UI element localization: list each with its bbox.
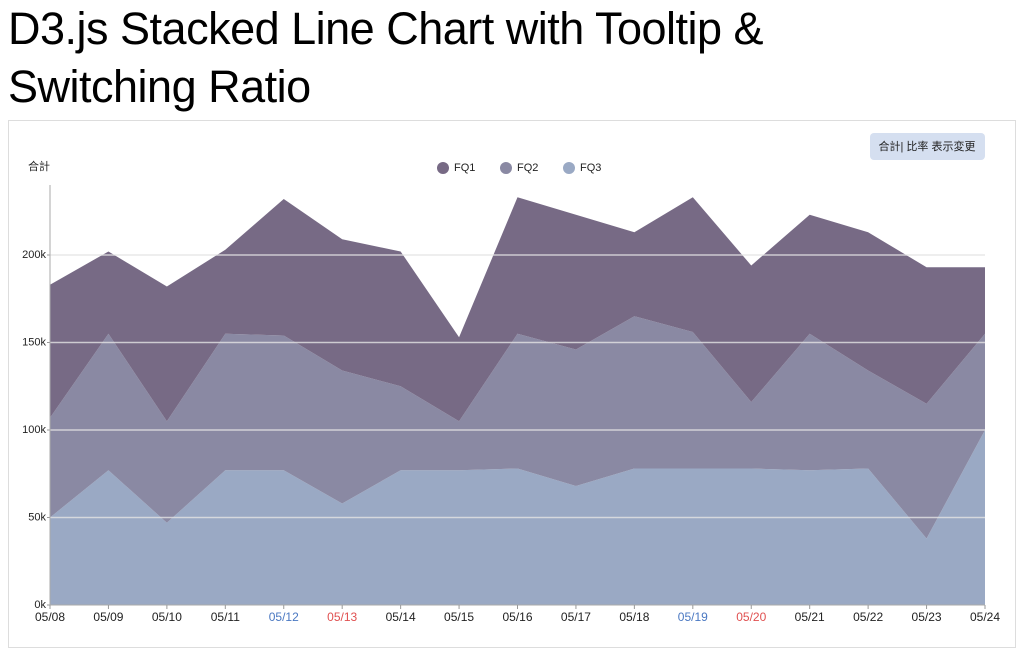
- area: [50, 197, 985, 422]
- x-tick-label: 05/23: [912, 610, 942, 624]
- x-tick-label: 05/13: [327, 610, 357, 624]
- legend-marker: [437, 162, 449, 174]
- y-tick-label: 200k: [22, 249, 46, 261]
- x-tick-label: 05/17: [561, 610, 591, 624]
- x-tick-label: 05/11: [211, 610, 240, 624]
- y-tick-label: 150k: [22, 336, 46, 348]
- toggle-button-label[interactable]: 合計| 比率 表示変更: [879, 139, 976, 153]
- x-tick-label: 05/15: [444, 610, 474, 624]
- area: [50, 316, 985, 539]
- x-tick-label: 05/09: [93, 610, 123, 624]
- x-tick-label: 05/12: [269, 610, 299, 624]
- x-tick-label: 05/18: [619, 610, 649, 624]
- x-tick-label: 05/14: [386, 610, 416, 624]
- x-tick-label: 05/24: [970, 610, 1000, 624]
- chart-frame: [8, 120, 1016, 648]
- toggle-button[interactable]: [870, 133, 985, 160]
- x-tick-label: 05/19: [678, 610, 708, 624]
- page-title: D3.js Stacked Line Chart with Tooltip & …: [8, 3, 764, 112]
- x-tick-label: 05/10: [152, 610, 182, 624]
- y-tick-label: 0k: [34, 599, 46, 611]
- x-tick-label: 05/16: [502, 610, 532, 624]
- legend-marker: [500, 162, 512, 174]
- x-tick-label: 05/21: [795, 610, 825, 624]
- x-tick-label: 05/22: [853, 610, 883, 624]
- legend-marker: [563, 162, 575, 174]
- x-tick-label: 05/20: [736, 610, 766, 624]
- legend-label: FQ3: [580, 162, 601, 174]
- y-axis-label: 合計: [28, 159, 50, 173]
- y-tick-label: 100k: [22, 424, 46, 436]
- legend-label: FQ1: [454, 162, 475, 174]
- legend-label: FQ2: [517, 162, 538, 174]
- x-tick-label: 05/08: [35, 610, 65, 624]
- y-tick-label: 50k: [28, 511, 46, 523]
